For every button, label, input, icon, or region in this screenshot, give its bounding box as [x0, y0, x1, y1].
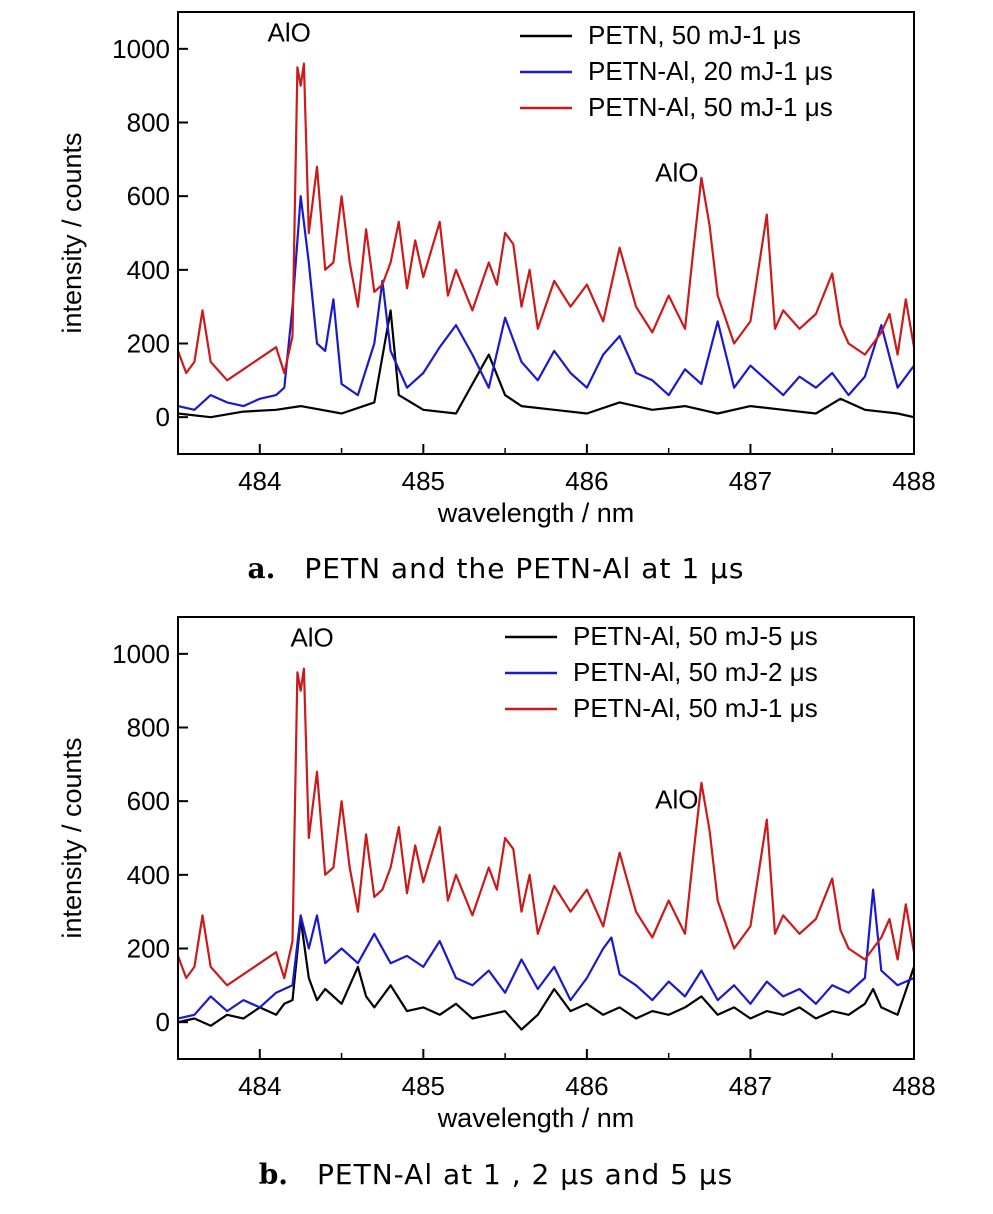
series-line-1: [177, 917, 916, 1031]
y-tick-label: 400: [127, 860, 170, 890]
x-axis-title: wavelength / nm: [437, 498, 635, 528]
x-tick-label: 484: [238, 466, 281, 496]
series-line-2: [177, 195, 915, 411]
x-tick-label: 486: [565, 1071, 608, 1101]
y-tick-label: 200: [127, 329, 170, 359]
series-line-3: [176, 667, 916, 987]
x-axis-title: wavelength / nm: [437, 1103, 635, 1133]
legend: PETN, 50 mJ-1 μs PETN-Al, 20 mJ-1 μs PETN-…: [520, 20, 833, 122]
legend-label: PETN-Al, 50 mJ-1 μs: [573, 693, 818, 723]
caption-text: PETN-Al at 1 , 2 μs and 5 μs: [317, 1158, 733, 1191]
x-tick-label: 484: [238, 1071, 281, 1101]
x-tick-label: 486: [565, 466, 608, 496]
legend: PETN-Al, 50 mJ-5 μs PETN-Al, 50 mJ-2 μs PE…: [505, 621, 818, 723]
peak-annotation: AlO: [268, 17, 311, 47]
x-tick-label: 488: [892, 1071, 935, 1101]
plot-frame: [177, 11, 915, 455]
caption-letter: b.: [259, 1158, 288, 1191]
panel-caption: a. PETN and the PETN-Al at 1 μs: [248, 552, 745, 585]
series-line-1: [177, 309, 915, 419]
y-tick-label: 200: [127, 934, 170, 964]
y-axis-title: intensity / counts: [57, 737, 87, 938]
x-tick-label: 487: [729, 466, 772, 496]
chart-panel-1: 0 200 400 600 800 1000 484 485 486 487 488 waveleng…: [57, 11, 936, 585]
peak-annotation: AlO: [290, 622, 333, 652]
panel-caption: b. PETN-Al at 1 , 2 μs and 5 μs: [259, 1158, 734, 1191]
series-line-3: [176, 62, 916, 382]
series-line-2: [177, 888, 915, 1020]
caption-letter: a.: [248, 552, 276, 585]
y-axis-title: intensity / counts: [57, 132, 87, 333]
x-tick-label: 485: [402, 466, 445, 496]
y-tick-label: 800: [127, 108, 170, 138]
y-tick-label: 0: [156, 402, 170, 432]
y-tick-label: 1000: [112, 639, 170, 669]
y-tick-label: 0: [156, 1007, 170, 1037]
legend-label: PETN, 50 mJ-1 μs: [588, 20, 801, 50]
y-tick-label: 600: [127, 181, 170, 211]
y-tick-label: 400: [127, 255, 170, 285]
x-tick-label: 485: [402, 1071, 445, 1101]
chart-panel-2: 0 200 400 600 800 1000 484 485 486 487 488 waveleng…: [57, 616, 936, 1191]
peak-annotation: AlO: [655, 157, 698, 187]
peak-annotation: AlO: [655, 785, 698, 815]
legend-label: PETN-Al, 50 mJ-2 μs: [573, 657, 818, 687]
x-tick-label: 488: [892, 466, 935, 496]
legend-label: PETN-Al, 20 mJ-1 μs: [588, 56, 833, 86]
legend-label: PETN-Al, 50 mJ-5 μs: [573, 621, 818, 651]
legend-label: PETN-Al, 50 mJ-1 μs: [588, 92, 833, 122]
caption-text: PETN and the PETN-Al at 1 μs: [304, 552, 744, 585]
y-tick-label: 800: [127, 713, 170, 743]
y-tick-label: 600: [127, 786, 170, 816]
x-tick-label: 487: [729, 1071, 772, 1101]
plot-frame: [177, 616, 915, 1060]
y-tick-label: 1000: [112, 34, 170, 64]
